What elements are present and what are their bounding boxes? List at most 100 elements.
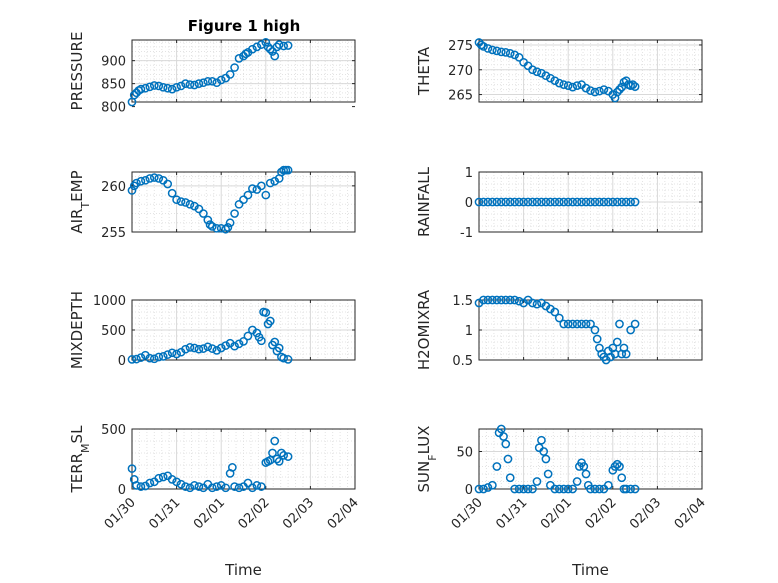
data-point	[252, 328, 262, 338]
data-point	[216, 75, 226, 85]
data-point	[615, 319, 624, 329]
data-point	[181, 198, 190, 207]
axes-box	[131, 428, 356, 490]
data-point	[528, 484, 537, 494]
x-tick-label: 02/01	[538, 495, 575, 532]
y-axis-label: RAINFALL	[415, 166, 433, 237]
data-point	[615, 85, 624, 94]
data-point	[136, 482, 146, 491]
data-point	[541, 71, 551, 81]
data-point	[505, 295, 515, 305]
data-point	[568, 197, 578, 207]
data-point	[194, 79, 204, 88]
data-point	[230, 209, 239, 218]
data-point	[550, 76, 560, 86]
subplot-mixdepth: 0 500 1000 MIXDEPTH	[68, 291, 356, 369]
data-point	[630, 82, 640, 91]
data-point	[176, 479, 186, 489]
data-point	[592, 334, 602, 344]
data-point	[136, 353, 146, 362]
data-point	[541, 454, 551, 464]
data-point	[532, 477, 542, 486]
data-point	[132, 481, 141, 490]
data-point	[185, 483, 195, 493]
subplot-h2omixra: 0.5 1 1.5 H2OMIXRA	[415, 289, 703, 370]
data-point	[630, 197, 640, 207]
data-point	[479, 197, 488, 207]
data-point	[554, 484, 564, 494]
data-point	[483, 483, 493, 492]
x-axis-label: Time	[571, 561, 609, 579]
data-point	[205, 220, 215, 229]
data-point	[277, 448, 286, 458]
data-point	[503, 454, 513, 464]
data-point	[234, 339, 244, 349]
data-point	[129, 90, 139, 100]
data-point	[145, 353, 155, 363]
data-point	[599, 85, 609, 94]
data-point	[523, 484, 533, 494]
data-point	[132, 178, 141, 188]
data-point	[615, 462, 624, 471]
data-point	[256, 181, 266, 191]
data-point	[496, 197, 506, 207]
data-point	[149, 354, 159, 364]
data-point	[568, 82, 578, 92]
data-point	[474, 197, 484, 207]
x-tick-label: 02/04	[325, 495, 362, 532]
data-point	[221, 483, 231, 493]
data-point	[523, 197, 533, 207]
data-point	[568, 484, 578, 494]
y-axis-label-part: AIR	[68, 209, 86, 234]
data-point	[510, 295, 520, 305]
data-point	[581, 469, 591, 479]
data-point	[141, 83, 150, 93]
data-point	[577, 197, 586, 207]
y-tick-label: 0	[465, 196, 473, 211]
data-point	[265, 178, 275, 188]
y-tick-label: 850	[101, 78, 126, 93]
subplot-terr_msl: 0 500 TERRMSL 01/30 01/31 02/01 02/02 02/03 02/0…	[68, 423, 362, 579]
y-tick-label: 1	[465, 166, 473, 181]
x-tick-label: 02/03	[627, 495, 664, 532]
data-point	[203, 76, 213, 86]
data-point	[283, 41, 293, 50]
data-point	[230, 482, 239, 491]
data-point	[141, 175, 150, 185]
data-point	[221, 341, 231, 350]
data-point	[563, 81, 573, 90]
data-point	[230, 341, 239, 351]
y-axis-label: SUNFLUX	[415, 426, 439, 493]
data-point	[154, 81, 164, 91]
y-tick-label: 275	[448, 39, 473, 54]
data-point	[158, 352, 168, 361]
data-point	[474, 484, 484, 494]
data-point	[510, 197, 520, 207]
data-point	[163, 350, 173, 359]
subplot-sun_flux: 0 50 SUNFLUX 01/30 01/31 02/01 02/02 02/03 02/04…	[415, 424, 709, 579]
data-point	[550, 307, 560, 317]
data-point	[243, 478, 253, 488]
data-point	[136, 84, 146, 94]
data-point	[479, 42, 488, 51]
data-point	[216, 481, 226, 490]
axes-box	[478, 39, 703, 103]
data-point	[612, 337, 622, 347]
data-point	[167, 84, 177, 94]
data-point	[590, 325, 600, 335]
data-point	[595, 484, 604, 494]
data-point	[270, 436, 280, 446]
y-tick-label: 500	[101, 324, 126, 339]
data-point	[505, 473, 515, 483]
data-point	[154, 473, 164, 483]
data-point	[617, 473, 627, 483]
data-point	[492, 462, 502, 471]
data-point	[572, 81, 582, 90]
data-point	[626, 484, 635, 494]
data-point	[539, 447, 549, 456]
data-point	[505, 197, 515, 207]
data-point	[617, 197, 627, 207]
data-point	[559, 484, 569, 494]
data-point	[272, 454, 282, 464]
data-point	[579, 462, 589, 471]
